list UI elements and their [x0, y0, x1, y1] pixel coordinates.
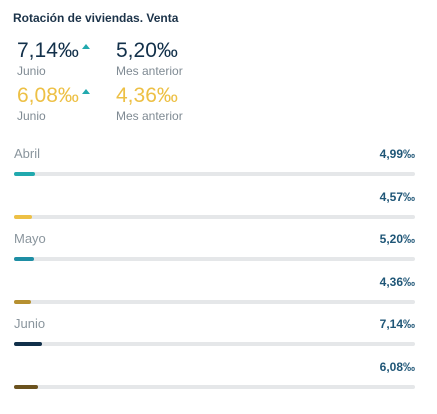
bar-row-label: Mayo — [14, 231, 46, 246]
kpi-gold-previous: 4,36‰ Mes anterior — [116, 84, 183, 124]
kpi-gold-previous-value: 4,36‰ — [116, 84, 178, 107]
bar-row-mayo-gold: 4,36‰ — [14, 274, 415, 317]
bar-fill — [14, 342, 43, 346]
bar-fill — [14, 384, 39, 389]
arrow-up-icon — [81, 89, 90, 94]
arrow-up-icon — [81, 44, 90, 49]
bar-track — [14, 384, 415, 389]
kpi-gold-current-label: Junio — [17, 109, 46, 123]
bar-fill — [14, 172, 35, 176]
bar-row-mayo-navy: Mayo 5,20‰ — [14, 231, 415, 274]
kpi-navy-previous-label: Mes anterior — [116, 64, 183, 78]
bar-fill — [14, 299, 31, 304]
bar-row-label: Junio — [14, 316, 46, 331]
bar-row-value: 4,99‰ — [379, 147, 415, 161]
kpi-navy-current-label: Junio — [17, 64, 46, 78]
bar-row-abril-gold: 4,57‰ — [14, 189, 415, 232]
bar-row-abril-navy: Abril 4,99‰ — [14, 146, 415, 189]
bar-row-value: 6,08‰ — [379, 359, 415, 374]
bar-fill — [14, 257, 35, 261]
bar-row-value: 4,57‰ — [379, 189, 415, 204]
kpi-navy-current: 7,14‰ Junio — [17, 40, 90, 78]
bar-track — [14, 342, 415, 346]
bar-row-label: Abril — [14, 146, 41, 161]
kpi-gold-current-value: 6,08‰ — [17, 84, 79, 107]
bar-track — [14, 299, 415, 304]
bar-track — [14, 172, 415, 176]
bar-row-value: 4,36‰ — [379, 274, 415, 289]
bar-fill — [14, 214, 33, 219]
bar-rows: Abril 4,99‰ 4,57‰ Mayo 5,20‰ 4,36‰ Junio… — [14, 146, 415, 401]
bar-track — [14, 214, 415, 219]
kpi-gold-current: 6,08‰ Junio — [17, 85, 90, 123]
chart-title: Rotación de viviendas. Venta — [13, 11, 179, 25]
bar-row-value: 5,20‰ — [379, 232, 415, 246]
kpi-navy-current-value: 7,14‰ — [17, 39, 79, 62]
bar-row-junio-navy: Junio 7,14‰ — [14, 316, 415, 359]
bar-row-junio-gold: 6,08‰ — [14, 359, 415, 402]
bar-row-value: 7,14‰ — [379, 317, 415, 331]
kpi-navy-previous: 5,20‰ Mes anterior — [116, 39, 183, 79]
kpi-gold-previous-label: Mes anterior — [116, 109, 183, 123]
kpi-navy-previous-value: 5,20‰ — [116, 39, 178, 62]
bar-track — [14, 257, 415, 261]
